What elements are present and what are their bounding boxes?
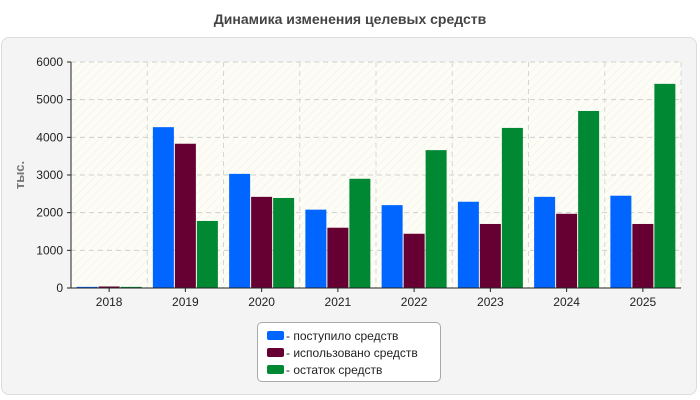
y-tick-label: 2000 bbox=[36, 206, 63, 220]
bar-2022-series-2 bbox=[425, 150, 447, 288]
x-tick-label: 2023 bbox=[477, 295, 504, 309]
bar-2023-series-1 bbox=[479, 223, 501, 288]
legend-swatch-received bbox=[267, 331, 284, 340]
y-tick-label: 5000 bbox=[36, 93, 63, 107]
x-tick-label: 2024 bbox=[553, 295, 580, 309]
bar-2021-series-0 bbox=[305, 209, 327, 288]
legend-label-received: - поступило средств bbox=[286, 328, 399, 343]
bar-2024-series-0 bbox=[534, 196, 556, 288]
bar-2019-series-1 bbox=[174, 143, 196, 288]
bar-2018-series-2 bbox=[120, 286, 142, 288]
legend-item-received: - поступило средств bbox=[267, 327, 440, 344]
bar-2021-series-1 bbox=[327, 227, 349, 288]
bar-2025-series-1 bbox=[632, 223, 654, 288]
bar-2023-series-2 bbox=[501, 127, 523, 289]
bar-2021-series-2 bbox=[349, 178, 371, 288]
y-tick-label: 1000 bbox=[36, 243, 63, 257]
y-tick-labels: 0 1000 2000 3000 4000 5000 6000 bbox=[36, 55, 63, 295]
x-tick-label: 2021 bbox=[325, 295, 352, 309]
legend-item-used: - использовано средств bbox=[267, 344, 440, 361]
x-tick-label: 2022 bbox=[401, 295, 428, 309]
legend-label-used: - использовано средств bbox=[286, 345, 418, 360]
bar-2022-series-0 bbox=[381, 205, 403, 288]
bar-2023-series-0 bbox=[457, 201, 479, 288]
bar-2025-series-2 bbox=[654, 83, 676, 288]
bar-2019-series-0 bbox=[152, 127, 174, 288]
bar-2020-series-2 bbox=[273, 197, 295, 288]
chart-title: Динамика изменения целевых средств bbox=[213, 11, 487, 27]
x-tick-label: 2019 bbox=[172, 295, 199, 309]
x-tick-label: 2025 bbox=[630, 295, 657, 309]
legend-label-balance: - остаток средств bbox=[286, 362, 383, 377]
x-tick-labels: 2018 2019 2020 2021 2022 2023 2024 2025 bbox=[96, 295, 657, 309]
y-axis-label: тыс. bbox=[12, 161, 27, 189]
x-tick-label: 2020 bbox=[248, 295, 275, 309]
y-tick-label: 4000 bbox=[36, 130, 63, 144]
bar-2020-series-1 bbox=[251, 196, 273, 288]
bar-2018-series-0 bbox=[76, 286, 98, 288]
bar-2018-series-1 bbox=[98, 286, 120, 288]
bar-2024-series-2 bbox=[578, 110, 600, 288]
legend-swatch-used bbox=[267, 348, 284, 357]
y-tick-label: 3000 bbox=[36, 168, 63, 182]
y-tick-label: 6000 bbox=[36, 55, 63, 69]
bar-2025-series-0 bbox=[610, 195, 632, 288]
bar-2022-series-1 bbox=[403, 233, 425, 288]
bars bbox=[76, 83, 676, 289]
legend-item-balance: - остаток средств bbox=[267, 361, 440, 378]
bar-2020-series-0 bbox=[229, 173, 251, 288]
y-tick-label: 0 bbox=[56, 281, 63, 295]
bar-2024-series-1 bbox=[556, 213, 578, 288]
bar-2019-series-2 bbox=[196, 220, 218, 288]
legend: - поступило средств - использовано средс… bbox=[257, 322, 441, 382]
legend-swatch-balance bbox=[267, 365, 284, 374]
x-tick-label: 2018 bbox=[96, 295, 123, 309]
axes bbox=[67, 61, 681, 292]
